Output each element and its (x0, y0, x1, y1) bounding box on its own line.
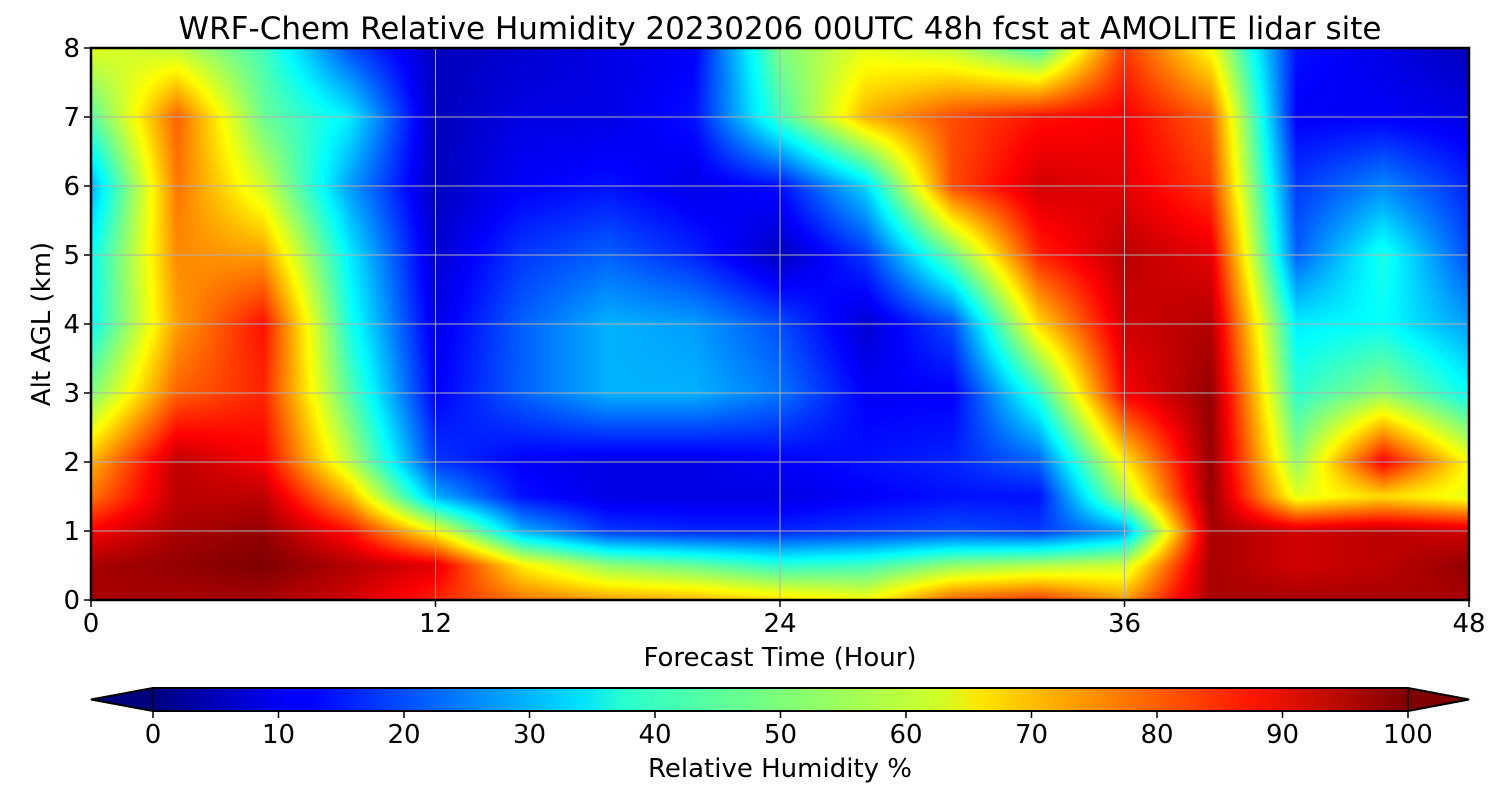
colorbar-tick-label: 60 (889, 720, 922, 750)
colorbar-tick-label: 50 (764, 720, 797, 750)
x-axis-ticks: 0 12 24 36 48 (83, 600, 1486, 639)
colorbar-extend-low (90, 687, 154, 712)
colorbar-tick-label: 40 (638, 720, 671, 750)
y-tick-label: 7 (63, 103, 80, 133)
colorbar-extend-high (1407, 687, 1470, 712)
y-axis-label: Alt AGL (km) (27, 242, 57, 406)
y-tick-label: 8 (63, 34, 80, 64)
colorbar-tick-label: 0 (145, 720, 162, 750)
colorbar-tick-label: 30 (513, 720, 546, 750)
y-tick-label: 4 (63, 310, 80, 340)
x-tick-label: 12 (419, 609, 452, 639)
x-axis-label: Forecast Time (Hour) (643, 643, 916, 673)
y-axis-ticks: 0 1 2 3 4 5 6 7 8 (63, 34, 91, 616)
y-tick-label: 1 (63, 517, 80, 547)
y-tick-label: 6 (63, 172, 80, 202)
y-tick-label: 3 (63, 379, 80, 409)
y-tick-label: 2 (63, 448, 80, 478)
colorbar-body (153, 688, 1408, 711)
colorbar-tick-label: 10 (262, 720, 295, 750)
colorbar-tick-label: 20 (387, 720, 420, 750)
colorbar-ticks: 0 10 20 30 40 50 60 70 80 90 100 (145, 711, 1433, 750)
colorbar-tick-label: 80 (1140, 720, 1173, 750)
grid-lines (91, 48, 1469, 600)
colorbar-tick-label: 90 (1266, 720, 1299, 750)
colorbar-tick-label: 70 (1015, 720, 1048, 750)
colorbar-label: Relative Humidity % (648, 754, 912, 784)
y-tick-label: 5 (63, 241, 80, 271)
x-tick-label: 24 (763, 609, 796, 639)
y-tick-label: 0 (63, 586, 80, 616)
x-tick-label: 0 (83, 609, 100, 639)
colorbar-tick-label: 100 (1383, 720, 1433, 750)
x-tick-label: 48 (1452, 609, 1485, 639)
x-tick-label: 36 (1108, 609, 1141, 639)
chart-title: WRF-Chem Relative Humidity 20230206 00UT… (178, 11, 1381, 47)
colorbar: 0 10 20 30 40 50 60 70 80 90 100 Relative Humidity… (90, 687, 1470, 784)
